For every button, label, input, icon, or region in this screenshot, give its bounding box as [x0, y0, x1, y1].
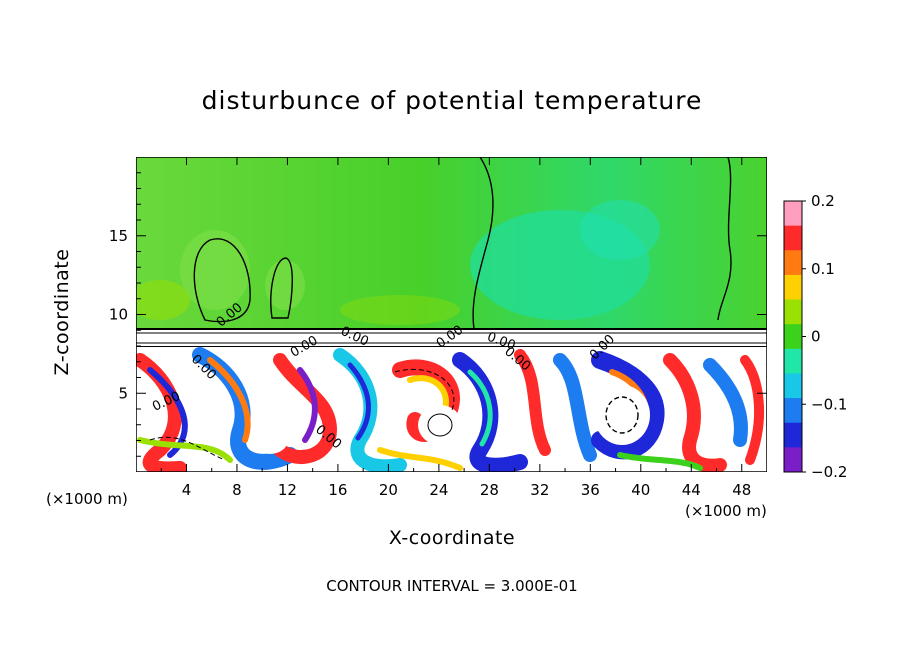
contour-line [193, 238, 251, 323]
y-tick-label: 5 [118, 384, 128, 402]
contour-line [270, 257, 293, 319]
colorbar-tick-label: −0.2 [811, 463, 847, 481]
contour-interval-note: CONTOUR INTERVAL = 3.000E-01 [326, 577, 578, 595]
x-unit-label-right: (×1000 m) [685, 502, 767, 520]
colorbar-segment [784, 324, 802, 350]
x-tick-label: 8 [232, 481, 242, 499]
turbulent-structures [136, 347, 764, 472]
colorbar-tick-label: 0.1 [811, 260, 835, 278]
colorbar-tick-label: 0.2 [811, 192, 835, 210]
colorbar-segment [784, 348, 802, 374]
x-tick-label: 24 [429, 481, 448, 499]
colorbar: 0.2 0.1 0 −0.1 −0.2 [783, 192, 847, 481]
colorbar-segment [784, 299, 802, 325]
contour-line [717, 157, 732, 321]
y-axis-label: Z-coordinate [51, 248, 73, 376]
colorbar-segment [784, 422, 802, 448]
x-tick-label: 32 [530, 481, 549, 499]
x-tick-label: 28 [480, 481, 499, 499]
x-tick-label: 40 [631, 481, 650, 499]
x-tick-label: 16 [328, 481, 347, 499]
x-tick-label: 4 [182, 481, 192, 499]
x-tick-label: 20 [379, 481, 398, 499]
contour-line [472, 157, 494, 330]
chart-title: disturbunce of potential temperature [201, 86, 703, 115]
colorbar-segment [784, 225, 802, 251]
colorbar-segment [784, 201, 802, 227]
y-tick-label: 15 [109, 227, 128, 245]
colorbar-segment [784, 398, 802, 424]
colorbar-segment [784, 373, 802, 399]
colorbar-segment [784, 250, 802, 276]
upper-field [136, 157, 767, 329]
colorbar-tick-label: −0.1 [811, 395, 847, 413]
colorbar-segment [784, 274, 802, 301]
x-tick-label: 12 [278, 481, 297, 499]
x-tick-label: 36 [581, 481, 600, 499]
colorbar-segment [784, 447, 802, 473]
x-axis-label: X-coordinate [388, 527, 516, 549]
colorbar-tick-label: 0 [811, 328, 821, 346]
x-tick-label: 44 [682, 481, 701, 499]
x-unit-label-left: (×1000 m) [46, 490, 128, 508]
y-tick-label: 10 [109, 306, 128, 324]
x-tick-label: 48 [732, 481, 751, 499]
